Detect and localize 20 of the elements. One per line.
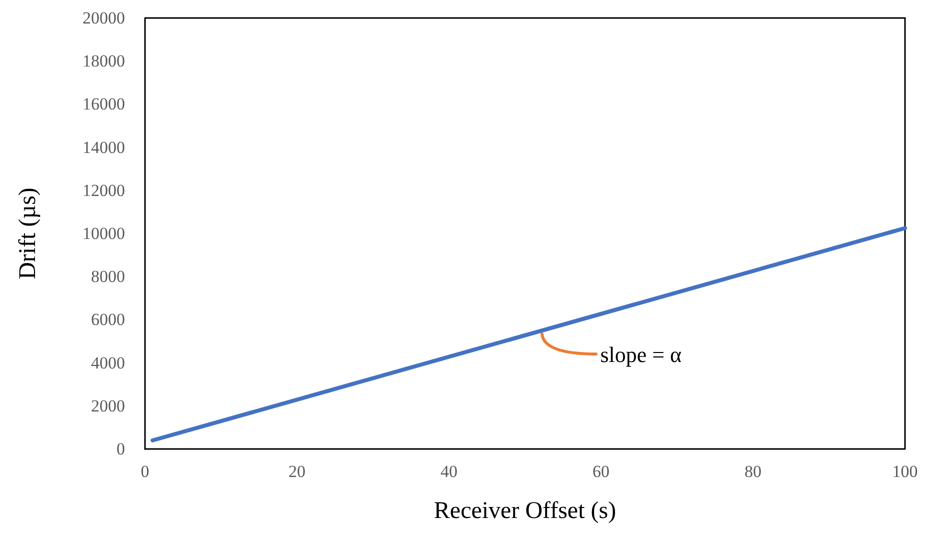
y-tick-label: 4000	[91, 353, 125, 372]
x-axis-title: Receiver Offset (s)	[434, 498, 616, 524]
y-tick-label: 0	[116, 440, 125, 458]
y-tick-label: 14000	[82, 138, 125, 157]
y-tick-label: 10000	[82, 224, 125, 243]
x-tick-label: 100	[892, 462, 918, 481]
x-tick-label: 40	[440, 462, 458, 481]
y-tick-label: 2000	[91, 396, 125, 416]
annotation: slope = α	[600, 342, 682, 367]
x-tick-label: 60	[592, 462, 610, 481]
x-tick-label: 20	[288, 462, 306, 481]
x-tick-label: 80	[744, 462, 762, 481]
y-tick-label: 18000	[82, 52, 125, 71]
y-tick-label: 8000	[91, 267, 125, 286]
y-tick-label: 12000	[82, 180, 125, 200]
x-tick-label: 0	[140, 462, 150, 481]
y-tick-label: 16000	[82, 94, 125, 114]
y-axis-title: Drift (µs)	[15, 188, 41, 280]
y-tick-label: 20000	[82, 8, 125, 28]
y-tick-label: 6000	[91, 310, 125, 330]
